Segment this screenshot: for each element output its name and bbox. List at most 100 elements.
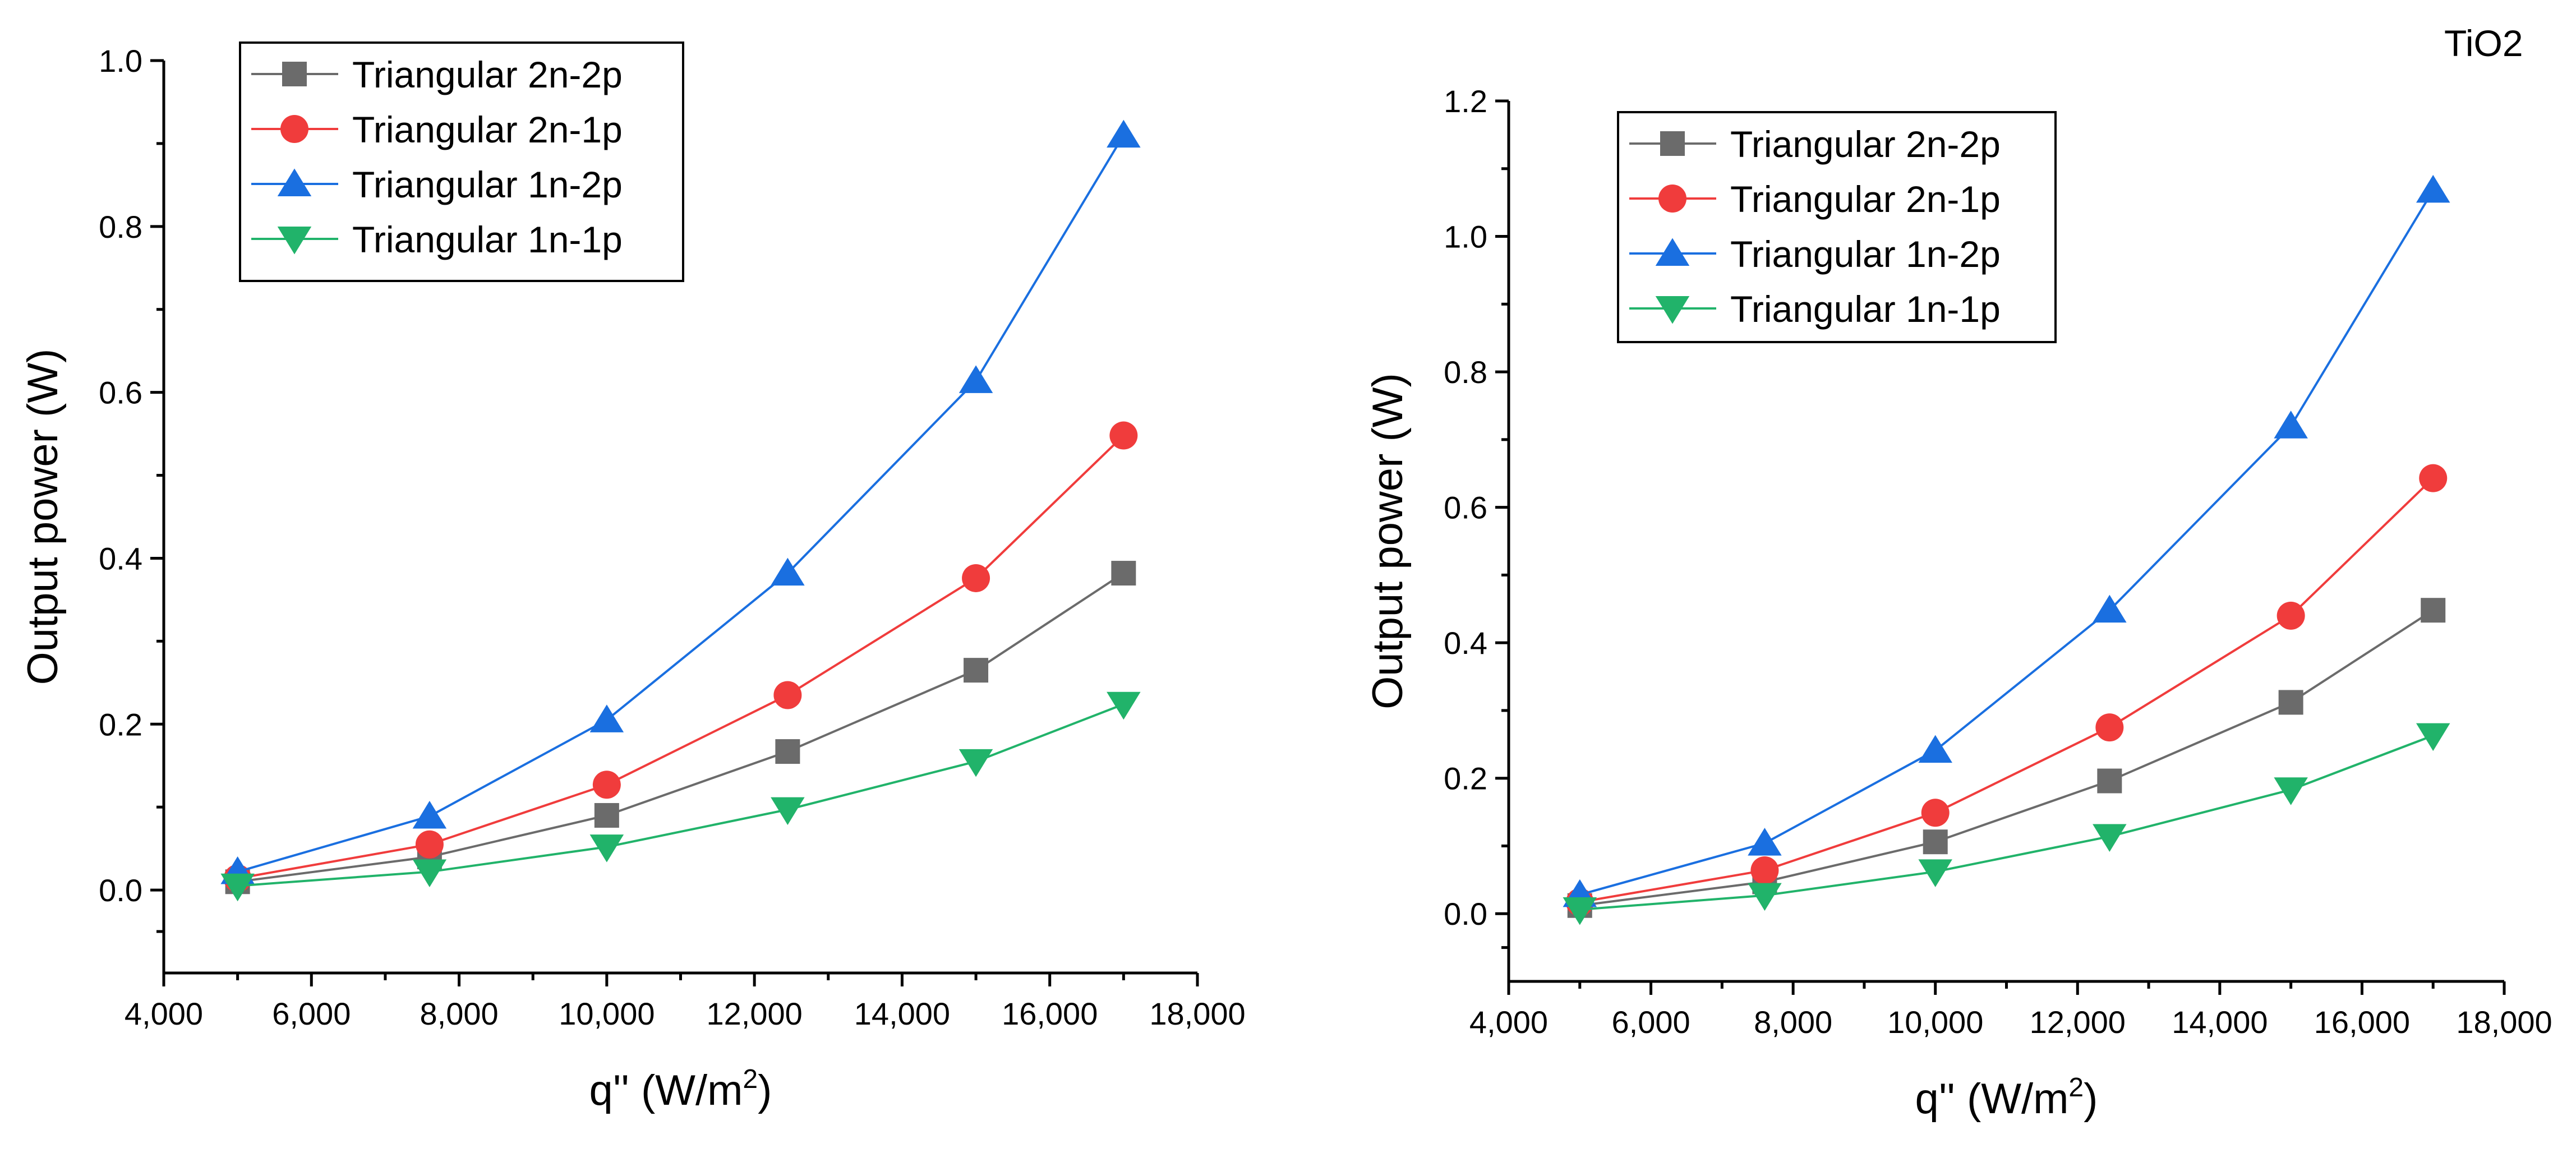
data-point-triangular-1n-2p <box>589 704 624 732</box>
annotation-label: TiO2 <box>2444 22 2523 64</box>
data-point-triangular-1n-1p <box>958 749 993 777</box>
data-point-triangular-1n-2p <box>2416 174 2450 203</box>
y-tick-label: 0.6 <box>1444 490 1487 525</box>
data-point-triangular-1n-2p <box>1107 119 1141 148</box>
data-point-triangular-2n-2p <box>964 658 989 683</box>
legend-marker <box>280 115 308 143</box>
legend-label: Triangular 1n-1p <box>352 219 623 260</box>
x-tick-label: 16,000 <box>2314 1004 2410 1040</box>
series-triangular-2n-2p <box>1567 598 2446 918</box>
legend-label: Triangular 1n-2p <box>352 164 623 205</box>
x-axis-label: q'' (W/m2) <box>589 1064 772 1114</box>
legend-label: Triangular 1n-2p <box>1730 233 2001 275</box>
series-triangular-1n-1p <box>1563 723 2450 925</box>
x-tick-label: 14,000 <box>854 996 950 1031</box>
data-point-triangular-1n-2p <box>412 800 447 829</box>
data-point-triangular-1n-2p <box>958 365 993 393</box>
series-line-triangular-2n-2p <box>237 572 1125 883</box>
legend-item-triangular-1n-1p: Triangular 1n-1p <box>1629 288 2001 330</box>
legend-item-triangular-1n-2p: Triangular 1n-2p <box>251 164 623 205</box>
data-point-triangular-2n-2p <box>1111 561 1136 586</box>
x-tick-label: 18,000 <box>2456 1004 2552 1040</box>
data-point-triangular-2n-1p <box>592 771 621 799</box>
y-tick-label: 0.4 <box>99 541 142 576</box>
legend-marker <box>277 227 312 255</box>
x-axis-label-superscript: 2 <box>2068 1073 2084 1103</box>
data-point-triangular-1n-1p <box>771 797 805 825</box>
data-point-triangular-1n-1p <box>589 834 624 863</box>
data-point-triangular-2n-2p <box>2421 598 2446 623</box>
y-tick-label: 0.4 <box>1444 625 1487 661</box>
data-point-triangular-2n-1p <box>2095 713 2124 742</box>
x-tick-label: 10,000 <box>1887 1004 1983 1040</box>
x-tick-label: 12,000 <box>707 996 803 1031</box>
y-tick-label: 1.0 <box>99 43 142 79</box>
data-point-triangular-2n-1p <box>2419 464 2448 492</box>
x-tick-label: 14,000 <box>2172 1004 2268 1040</box>
y-tick-label: 0.0 <box>1444 896 1487 931</box>
data-point-triangular-1n-1p <box>1107 691 1141 720</box>
y-tick-label: 0.2 <box>1444 761 1487 796</box>
data-point-triangular-1n-1p <box>1918 859 1952 887</box>
legend-label: Triangular 2n-1p <box>1730 178 2001 220</box>
data-point-triangular-2n-1p <box>773 681 802 709</box>
y-tick-label: 0.2 <box>99 707 142 742</box>
legend-box <box>239 41 684 282</box>
legend: Triangular 2n-2p Triangular 2n-1p Triangul… <box>1617 111 2057 343</box>
data-point-triangular-2n-2p <box>594 803 619 828</box>
x-tick-label: 4,000 <box>1469 1004 1548 1040</box>
y-tick-label: 0.8 <box>1444 354 1487 390</box>
chart-left: 0.0 0.2 0.4 0.6 0.8 1.0 4,000 6,000 8,000 10,000 1… <box>19 41 1246 1114</box>
series-line-triangular-1n-2p <box>1579 190 2434 896</box>
legend-label: Triangular 2n-2p <box>352 54 623 95</box>
series-line-triangular-1n-2p <box>237 135 1125 873</box>
data-point-triangular-1n-2p <box>2093 594 2127 623</box>
data-point-triangular-1n-2p <box>2274 411 2308 439</box>
legend-item-triangular-2n-1p: Triangular 2n-1p <box>251 109 623 150</box>
x-axis-label-text: q'' (W/m <box>589 1067 743 1114</box>
x-tick-label: 16,000 <box>1002 996 1098 1031</box>
legend-marker <box>277 168 312 196</box>
legend-marker <box>1658 185 1686 213</box>
legend-marker <box>1655 238 1690 266</box>
y-axis-label: Output power (W) <box>19 349 67 685</box>
x-tick-label: 8,000 <box>420 996 499 1031</box>
x-tick-label: 6,000 <box>272 996 351 1031</box>
x-tick-label: 12,000 <box>2030 1004 2126 1040</box>
series-triangular-1n-1p <box>220 691 1141 902</box>
x-tick-label: 6,000 <box>1612 1004 1690 1040</box>
x-tick-label: 8,000 <box>1754 1004 1832 1040</box>
y-tick-label: 0.0 <box>99 873 142 908</box>
data-point-triangular-2n-1p <box>1109 421 1138 450</box>
series-line-triangular-2n-1p <box>237 435 1125 880</box>
legend-marker <box>282 62 307 86</box>
data-point-triangular-2n-1p <box>415 830 444 859</box>
data-point-triangular-2n-2p <box>2097 768 2122 794</box>
legend-item-triangular-2n-2p: Triangular 2n-2p <box>1629 123 2001 165</box>
legend: Triangular 2n-2p Triangular 2n-1p Triangul… <box>239 41 684 282</box>
data-point-triangular-2n-2p <box>2278 690 2303 715</box>
x-axis-label: q'' (W/m2) <box>1915 1073 2098 1123</box>
series-line-triangular-1n-1p <box>1579 734 2434 911</box>
series-line-triangular-2n-1p <box>1579 477 2434 903</box>
series-triangular-1n-2p <box>220 119 1141 884</box>
series-triangular-2n-1p <box>1565 464 2448 916</box>
data-point-triangular-1n-1p <box>2416 723 2450 751</box>
legend-item-triangular-1n-2p: Triangular 1n-2p <box>1629 233 2001 275</box>
data-point-triangular-1n-1p <box>412 859 447 888</box>
x-axis-label-end: ) <box>758 1067 772 1114</box>
chart-right-tio2: 0.0 0.2 0.4 0.6 0.8 1.0 1.2 4,000 6,000 8,000 10,0… <box>1364 22 2552 1123</box>
y-tick-label: 1.2 <box>1444 84 1487 119</box>
data-point-triangular-1n-1p <box>1563 897 1597 925</box>
x-axis-label-superscript: 2 <box>743 1064 758 1094</box>
legend-label: Triangular 2n-1p <box>352 109 623 150</box>
data-point-triangular-2n-1p <box>2277 601 2305 630</box>
legend-marker <box>1655 296 1690 324</box>
series-line-triangular-1n-1p <box>237 703 1125 887</box>
legend-label: Triangular 1n-1p <box>1730 288 2001 330</box>
y-axis-label: Output power (W) <box>1364 373 1412 709</box>
data-point-triangular-1n-1p <box>1748 883 1782 911</box>
data-point-triangular-1n-2p <box>771 557 805 586</box>
x-axis-label-text: q'' (W/m <box>1915 1075 2069 1123</box>
y-tick-label: 0.8 <box>99 209 142 245</box>
